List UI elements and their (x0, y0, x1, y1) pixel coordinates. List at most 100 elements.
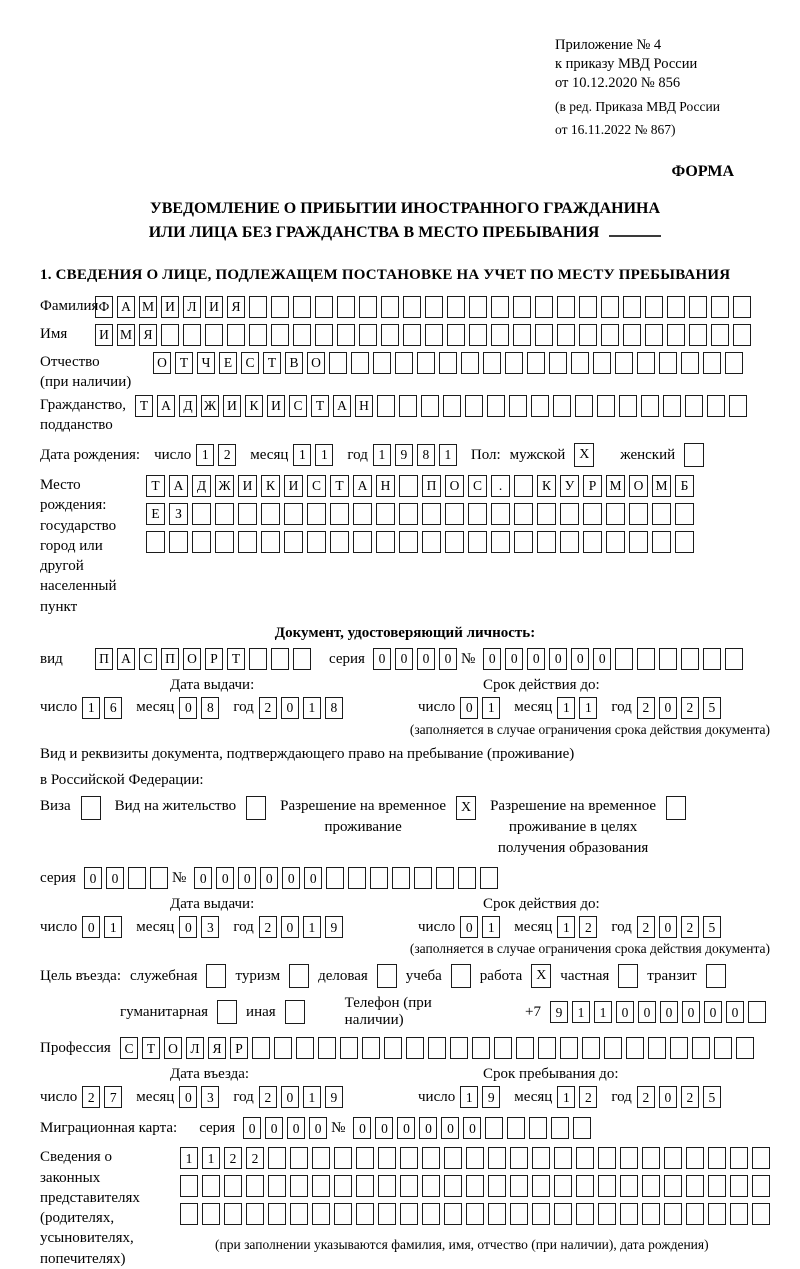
title-blank-line (609, 235, 662, 237)
char-cell: 2 (258, 1086, 277, 1109)
char-cell (445, 531, 464, 553)
char-cell: О (629, 475, 648, 497)
char-cell: А (117, 296, 135, 318)
char-cell (560, 503, 579, 525)
char-cell: М (139, 296, 157, 318)
char-cell (192, 531, 211, 553)
section1-heading: 1. СВЕДЕНИЯ О ЛИЦЕ, ПОДЛЕЖАЩЕМ ПОСТАНОВК… (40, 267, 731, 283)
temp-permit-label: Разрешение на временное проживание (280, 798, 447, 836)
char-cell (293, 324, 311, 346)
day-label: число (418, 1088, 456, 1105)
migration-card-label: Миграционная карта: (40, 1120, 178, 1137)
char-cell (180, 1203, 198, 1226)
char-cell (274, 1037, 292, 1060)
edu-permit-label: Разрешение на временное проживание в цел… (490, 798, 657, 857)
char-cell (576, 1203, 594, 1226)
passport-valid-note: (заполняется в случае ограничения срока … (409, 721, 770, 737)
char-cell: 0 (304, 867, 323, 890)
purpose-work-label: работа (479, 967, 523, 984)
char-cell (428, 1037, 446, 1060)
passport-valid-title: Срок действия до: (483, 676, 600, 693)
edu-permit-option: Разрешение на временное проживание в цел… (490, 796, 687, 859)
char-cell: 0 (483, 647, 502, 670)
char-cell: Д (192, 475, 211, 497)
char-cell (284, 531, 303, 553)
char-cell (557, 296, 575, 318)
char-cell (318, 1037, 336, 1060)
char-cell (703, 647, 722, 670)
birth-place-cells-3 (146, 531, 698, 553)
char-cell: 0 (394, 647, 413, 670)
char-cell: 0 (179, 1086, 198, 1109)
char-cell: 0 (82, 916, 101, 939)
char-cell (623, 324, 641, 346)
char-cell (583, 503, 602, 525)
char-cell (395, 352, 413, 374)
char-cell (246, 1175, 264, 1198)
char-cell (359, 296, 377, 318)
char-cell (312, 1147, 330, 1170)
char-cell (399, 503, 418, 525)
char-cell: П (422, 475, 441, 497)
char-cell (641, 394, 659, 417)
char-cell: 2 (258, 696, 277, 719)
char-cell (681, 647, 700, 670)
char-cell (571, 352, 589, 374)
char-cell: 0 (441, 1117, 460, 1140)
char-cell: 1 (482, 916, 501, 939)
char-cell: 3 (201, 1086, 220, 1109)
char-cell: К (261, 475, 280, 497)
char-cell: 7 (104, 1086, 123, 1109)
char-cell (601, 324, 619, 346)
gender-male-checkbox: X (574, 443, 595, 467)
purpose-private-label: частная (560, 967, 610, 984)
char-cell: 0 (216, 867, 235, 890)
char-cell (293, 296, 311, 318)
char-cell (703, 352, 721, 374)
day-label: число (40, 918, 78, 935)
char-cell: 1 (302, 916, 321, 939)
char-cell (400, 1203, 418, 1226)
char-cell (752, 1203, 770, 1226)
char-cell (576, 1175, 594, 1198)
char-cell (202, 1175, 220, 1198)
char-cell: 2 (258, 916, 277, 939)
char-cell (598, 1147, 616, 1170)
char-cell (664, 1203, 682, 1226)
char-cell: 8 (201, 696, 220, 719)
char-cell (681, 352, 699, 374)
char-cell (468, 531, 487, 553)
doc-kind-label: вид (40, 650, 63, 667)
char-cell (293, 647, 311, 670)
char-cell (378, 1147, 396, 1170)
char-cell: 0 (658, 916, 677, 939)
char-cell (576, 1147, 594, 1170)
char-cell: 0 (505, 647, 524, 670)
residence-permit-option: Вид на жительство (115, 796, 267, 821)
char-cell (620, 1147, 638, 1170)
char-cell (444, 1147, 462, 1170)
char-cell (557, 324, 575, 346)
char-cell: 5 (702, 916, 721, 939)
char-cell: О (307, 352, 325, 374)
profession-label: Профессия (40, 1040, 111, 1057)
char-cell: Т (175, 352, 193, 374)
char-cell (573, 1117, 592, 1140)
char-cell (554, 1147, 572, 1170)
representatives-cells-3 (180, 1203, 774, 1226)
year-label: год (347, 446, 368, 463)
char-cell (645, 324, 663, 346)
char-cell (554, 1175, 572, 1198)
char-cell (510, 1175, 528, 1198)
char-cell (227, 324, 245, 346)
purpose-business-checkbox (376, 964, 397, 989)
